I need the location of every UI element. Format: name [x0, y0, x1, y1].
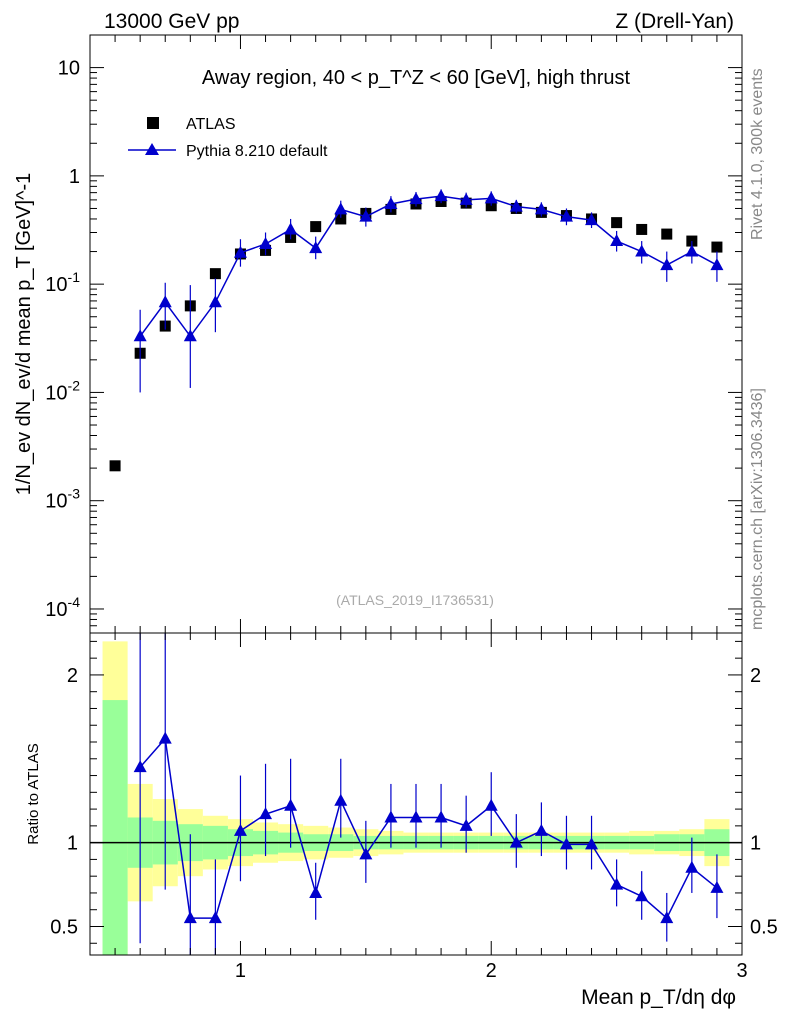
- pythia-point: [509, 199, 523, 212]
- pythia-point: [259, 236, 273, 249]
- ratio-point: [635, 889, 649, 902]
- ratio-point: [534, 823, 548, 836]
- ratio-y-tick-label: 2: [67, 665, 78, 687]
- pythia-line: [139, 195, 718, 338]
- pythia-point: [459, 192, 473, 205]
- ratio-point: [434, 810, 448, 823]
- ratio-point: [309, 885, 323, 898]
- x-tick-labels: 1 2 3: [235, 960, 748, 982]
- pythia-point: [384, 196, 398, 209]
- ratio-point: [610, 877, 624, 890]
- atlas-point: [209, 268, 221, 280]
- chart-title: Away region, 40 < p_T^Z < 60 [GeV], high…: [202, 67, 631, 89]
- pythia-point: [409, 192, 423, 205]
- atlas-point: [310, 221, 322, 233]
- y-axis-label: 1/N_ev dN_ev/d mean p_T [GeV]^-1: [13, 173, 35, 496]
- ratio-point: [359, 847, 373, 860]
- ratio-point: [158, 731, 172, 744]
- main-y-tick-labels: 10-4 10-3 10-2 10-1 1 10: [45, 58, 80, 621]
- uncertainty-band-green: [102, 700, 128, 955]
- ratio-point: [233, 823, 247, 836]
- pythia-point: [585, 213, 599, 226]
- y-tick-label: 10-1: [45, 269, 80, 296]
- main-panel: 10-4 10-3 10-2 10-1 1 10 Away region, 40 < p_…: [13, 34, 743, 634]
- ratio-point: [559, 837, 573, 850]
- x-axis-label: Mean p_T/dη dφ: [581, 986, 736, 1009]
- legend-pythia-label: Pythia 8.210 default: [186, 143, 328, 160]
- ratio-point: [409, 810, 423, 823]
- ratio-point: [459, 818, 473, 831]
- pythia-point: [284, 222, 298, 235]
- pythia-point: [133, 329, 147, 342]
- ratio-y-tick-label-right: 2: [750, 665, 761, 687]
- x-tick-label: 3: [736, 960, 747, 982]
- atlas-point: [636, 223, 648, 235]
- ratio-panel: 0.5 0.5 1 1 2 2 1 2 3 Ratio to ATLAS Mean p_T/d…: [25, 632, 778, 1009]
- atlas-point: [661, 228, 673, 240]
- ratio-y-axis-label: Ratio to ATLAS: [25, 743, 42, 844]
- ratio-point: [710, 880, 724, 893]
- x-tick-label: 2: [486, 960, 497, 982]
- y-tick-label: 10-2: [45, 377, 80, 404]
- ratio-point: [660, 911, 674, 924]
- atlas-point: [109, 460, 121, 472]
- legend-pythia-marker: [145, 143, 159, 155]
- y-tick-label: 10: [58, 58, 80, 80]
- energy-label: 13000 GeV pp: [104, 10, 239, 33]
- pythia-point: [183, 329, 197, 342]
- pythia-point: [158, 295, 172, 308]
- legend-atlas-marker: [147, 117, 159, 129]
- ratio-y-tick-labels: 0.5 0.5 1 1 2 2: [50, 665, 778, 939]
- ratio-point: [334, 793, 348, 806]
- pythia-point: [685, 244, 699, 257]
- ratio-point: [585, 837, 599, 850]
- pythia-point: [434, 189, 448, 202]
- main-ticks: [89, 34, 743, 634]
- main-marks: [109, 189, 724, 472]
- rivet-label: Rivet 4.1.0, 300k events: [749, 68, 766, 240]
- pythia-point: [559, 209, 573, 222]
- pythia-point: [534, 202, 548, 215]
- ratio-point: [384, 810, 398, 823]
- process-label: Z (Drell-Yan): [615, 10, 734, 33]
- ratio-point: [484, 798, 498, 811]
- pythia-point: [208, 295, 222, 308]
- atlas-point: [611, 217, 623, 229]
- legend: ATLAS Pythia 8.210 default: [128, 116, 328, 160]
- ratio-point: [259, 807, 273, 820]
- atlas-point: [335, 213, 347, 225]
- legend-atlas-label: ATLAS: [186, 116, 236, 133]
- ratio-point: [685, 860, 699, 873]
- y-tick-label: 10-4: [45, 594, 80, 621]
- ratio-y-tick-label: 0.5: [50, 916, 78, 938]
- ratio-point: [284, 798, 298, 811]
- pythia-point: [309, 241, 323, 254]
- ratio-y-tick-label-right: 0.5: [750, 916, 778, 938]
- pythia-point: [359, 209, 373, 222]
- ratio-point: [208, 911, 222, 924]
- y-tick-label: 10-3: [45, 486, 80, 513]
- ratio-marks: [133, 633, 724, 955]
- pythia-point: [635, 244, 649, 257]
- ratio-y-tick-label-right: 1: [750, 833, 761, 855]
- source-label: mcplots.cern.ch [arXiv:1306.3436]: [749, 388, 766, 630]
- ratio-point: [133, 760, 147, 773]
- ratio-y-tick-label: 1: [67, 833, 78, 855]
- ratio-ticks: [89, 633, 743, 955]
- pythia-point: [334, 202, 348, 215]
- pythia-point: [660, 258, 674, 271]
- pythia-point: [484, 191, 498, 204]
- pythia-point: [710, 258, 724, 271]
- ratio-point: [509, 835, 523, 848]
- pythia-point: [233, 245, 247, 258]
- watermark: (ATLAS_2019_I1736531): [336, 592, 494, 608]
- y-tick-label: 1: [69, 166, 80, 188]
- ratio-point: [183, 911, 197, 924]
- pythia-point: [610, 234, 624, 247]
- x-tick-label: 1: [235, 960, 246, 982]
- atlas-point: [711, 241, 723, 253]
